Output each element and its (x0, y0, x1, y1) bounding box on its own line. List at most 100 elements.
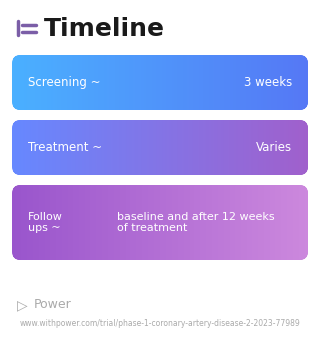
Bar (61, 120, 63, 175)
Bar (219, 120, 221, 175)
Bar (154, 185, 156, 260)
Bar (51, 185, 52, 260)
Bar (241, 55, 244, 110)
Bar (188, 120, 190, 175)
Bar (138, 55, 140, 110)
Bar (182, 120, 184, 175)
Bar (210, 185, 212, 260)
Bar (133, 55, 135, 110)
Bar (260, 185, 263, 260)
Bar (55, 185, 57, 260)
Bar (262, 120, 264, 175)
Bar (290, 120, 292, 175)
Bar (212, 185, 214, 260)
Bar (49, 120, 51, 175)
Bar (286, 55, 288, 110)
Bar (36, 55, 38, 110)
Bar (24, 55, 26, 110)
Bar (52, 55, 54, 110)
Bar (286, 120, 288, 175)
Bar (188, 185, 190, 260)
Bar (142, 120, 144, 175)
Bar (236, 55, 237, 110)
Bar (96, 185, 98, 260)
Bar (144, 120, 146, 175)
Bar (64, 185, 66, 260)
Bar (234, 120, 236, 175)
Bar (122, 185, 124, 260)
Bar (210, 120, 212, 175)
Bar (204, 185, 206, 260)
Bar (229, 185, 232, 260)
Bar (249, 55, 251, 110)
Bar (234, 55, 236, 110)
Bar (89, 55, 91, 110)
Bar (79, 120, 81, 175)
Bar (158, 55, 161, 110)
Bar (300, 185, 303, 260)
Bar (278, 185, 280, 260)
Bar (70, 55, 72, 110)
Bar (197, 55, 199, 110)
Bar (202, 185, 204, 260)
Bar (12, 185, 14, 260)
Bar (243, 185, 245, 260)
Bar (258, 55, 260, 110)
Bar (132, 55, 134, 110)
Bar (185, 120, 187, 175)
Bar (198, 185, 200, 260)
Bar (219, 55, 221, 110)
Bar (107, 185, 109, 260)
Bar (286, 185, 288, 260)
Bar (74, 120, 76, 175)
Bar (287, 185, 289, 260)
Bar (105, 185, 107, 260)
Bar (76, 120, 78, 175)
Bar (114, 120, 116, 175)
Bar (191, 185, 193, 260)
Bar (129, 120, 131, 175)
Bar (277, 185, 279, 260)
Bar (20, 120, 21, 175)
Bar (119, 55, 121, 110)
Bar (258, 120, 260, 175)
Text: Screening ~: Screening ~ (28, 76, 100, 89)
Bar (123, 120, 125, 175)
Bar (227, 55, 228, 110)
Bar (228, 185, 230, 260)
Bar (210, 55, 212, 110)
Bar (133, 120, 135, 175)
Text: baseline and after 12 weeks
of treatment: baseline and after 12 weeks of treatment (117, 212, 275, 233)
Bar (117, 55, 119, 110)
Bar (197, 185, 199, 260)
Bar (209, 55, 211, 110)
Bar (108, 185, 110, 260)
Bar (53, 185, 55, 260)
Bar (43, 120, 45, 175)
Text: Follow
ups ~: Follow ups ~ (28, 212, 63, 233)
Bar (30, 55, 32, 110)
Bar (117, 120, 119, 175)
Bar (284, 120, 286, 175)
Bar (202, 120, 204, 175)
Bar (293, 55, 295, 110)
Bar (37, 120, 39, 175)
Bar (206, 120, 208, 175)
Bar (229, 55, 232, 110)
Bar (145, 185, 147, 260)
Bar (108, 120, 110, 175)
Bar (139, 120, 141, 175)
Bar (151, 120, 153, 175)
Bar (36, 185, 38, 260)
Bar (298, 185, 300, 260)
Bar (163, 55, 165, 110)
Bar (249, 120, 251, 175)
Bar (237, 120, 239, 175)
Bar (305, 185, 307, 260)
Bar (116, 55, 117, 110)
Bar (25, 55, 27, 110)
Bar (300, 120, 303, 175)
Bar (56, 55, 58, 110)
Bar (289, 185, 291, 260)
Bar (110, 185, 112, 260)
